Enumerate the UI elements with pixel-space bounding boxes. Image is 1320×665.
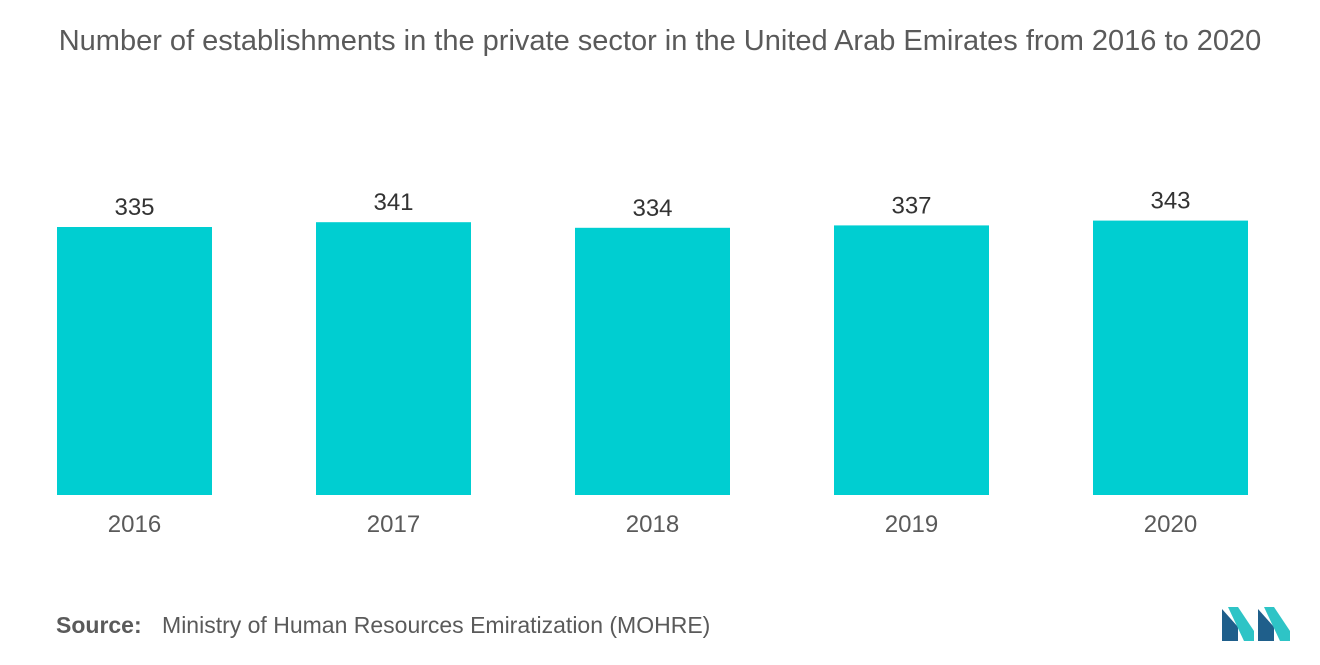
x-tick-label-2020: 2020 (1144, 511, 1197, 538)
bar-2019 (834, 225, 989, 495)
bar-2017 (316, 222, 471, 495)
bar-2018 (575, 227, 730, 496)
source-line: Source: Ministry of Human Resources Emir… (56, 612, 710, 639)
source-label: Source: (56, 612, 142, 638)
data-label-2016: 335 (114, 194, 154, 221)
data-label-2017: 341 (373, 189, 413, 216)
data-label-2020: 343 (1150, 188, 1190, 215)
x-tick-label-2018: 2018 (626, 511, 679, 538)
bar-2016 (57, 227, 212, 495)
bar-2020 (1093, 220, 1248, 495)
x-tick-label-2016: 2016 (108, 511, 161, 538)
x-tick-label-2019: 2019 (885, 511, 938, 538)
mordor-intelligence-logo-icon (1222, 607, 1290, 641)
source-text: Ministry of Human Resources Emiratizatio… (162, 612, 711, 638)
chart-title: Number of establishments in the private … (58, 25, 1262, 57)
data-label-2019: 337 (891, 192, 931, 219)
data-label-2018: 334 (632, 195, 672, 222)
x-tick-label-2017: 2017 (367, 511, 420, 538)
